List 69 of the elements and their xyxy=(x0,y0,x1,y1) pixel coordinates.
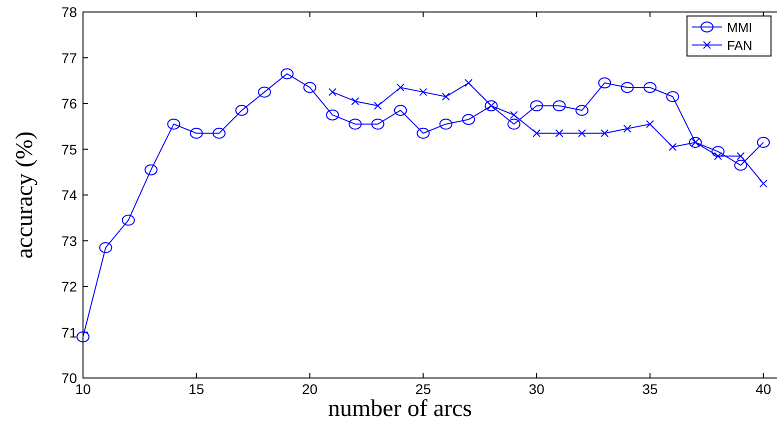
point xyxy=(76,331,90,342)
x-tick-label: 25 xyxy=(415,381,432,397)
point xyxy=(122,214,135,226)
point xyxy=(419,88,428,96)
point xyxy=(646,120,654,128)
y-tick-label: 70 xyxy=(61,370,78,386)
point xyxy=(190,128,203,139)
point xyxy=(374,102,382,110)
point xyxy=(416,128,430,139)
point xyxy=(530,100,544,112)
point xyxy=(507,118,520,130)
point xyxy=(555,129,564,138)
point xyxy=(510,110,518,119)
y-tick-label: 74 xyxy=(61,187,78,203)
point xyxy=(736,152,745,160)
point xyxy=(759,180,768,188)
point xyxy=(348,118,362,130)
point xyxy=(712,146,725,158)
point xyxy=(442,92,450,101)
point xyxy=(326,109,339,120)
y-tick-label: 78 xyxy=(61,4,78,20)
legend-label: MMI xyxy=(727,20,752,35)
x-tick-label: 30 xyxy=(528,381,545,397)
point xyxy=(600,129,609,138)
point xyxy=(575,104,588,116)
point xyxy=(666,91,680,102)
point xyxy=(462,114,476,126)
point xyxy=(484,100,498,112)
point xyxy=(235,104,248,116)
point xyxy=(280,68,294,80)
point xyxy=(167,118,180,130)
point xyxy=(212,128,226,139)
y-tick-label: 73 xyxy=(61,232,78,249)
point xyxy=(623,124,632,133)
y-tick-label: 77 xyxy=(61,50,78,66)
point xyxy=(552,100,566,112)
point xyxy=(144,164,158,176)
point xyxy=(464,78,473,87)
x-axis-title: number of arcs xyxy=(328,396,472,422)
point xyxy=(714,152,722,160)
y-tick-label: 76 xyxy=(61,96,78,112)
point xyxy=(303,82,316,93)
x-tick-label: 15 xyxy=(188,381,204,397)
x-tick-label: 40 xyxy=(756,381,772,397)
legend-label: FAN xyxy=(727,38,752,53)
point xyxy=(688,136,702,148)
point xyxy=(598,77,612,88)
point xyxy=(643,82,656,93)
x-tick-label: 10 xyxy=(75,381,91,397)
y-tick-label: 72 xyxy=(61,278,78,294)
point xyxy=(99,242,112,254)
y-tick-label: 71 xyxy=(61,324,78,340)
point xyxy=(620,82,634,93)
point xyxy=(328,88,336,96)
y-axis-title: accuracy (%) xyxy=(12,131,38,259)
x-tick-label: 20 xyxy=(302,381,318,397)
point xyxy=(396,83,405,92)
point xyxy=(756,136,770,148)
point xyxy=(578,129,586,138)
y-tick-label: 75 xyxy=(61,141,78,158)
point xyxy=(668,142,677,151)
point xyxy=(351,97,360,106)
point xyxy=(394,104,408,116)
point xyxy=(734,160,748,171)
point xyxy=(532,129,541,138)
point xyxy=(258,86,271,98)
point xyxy=(371,118,384,130)
point xyxy=(439,118,452,130)
x-tick-label: 35 xyxy=(642,381,658,397)
